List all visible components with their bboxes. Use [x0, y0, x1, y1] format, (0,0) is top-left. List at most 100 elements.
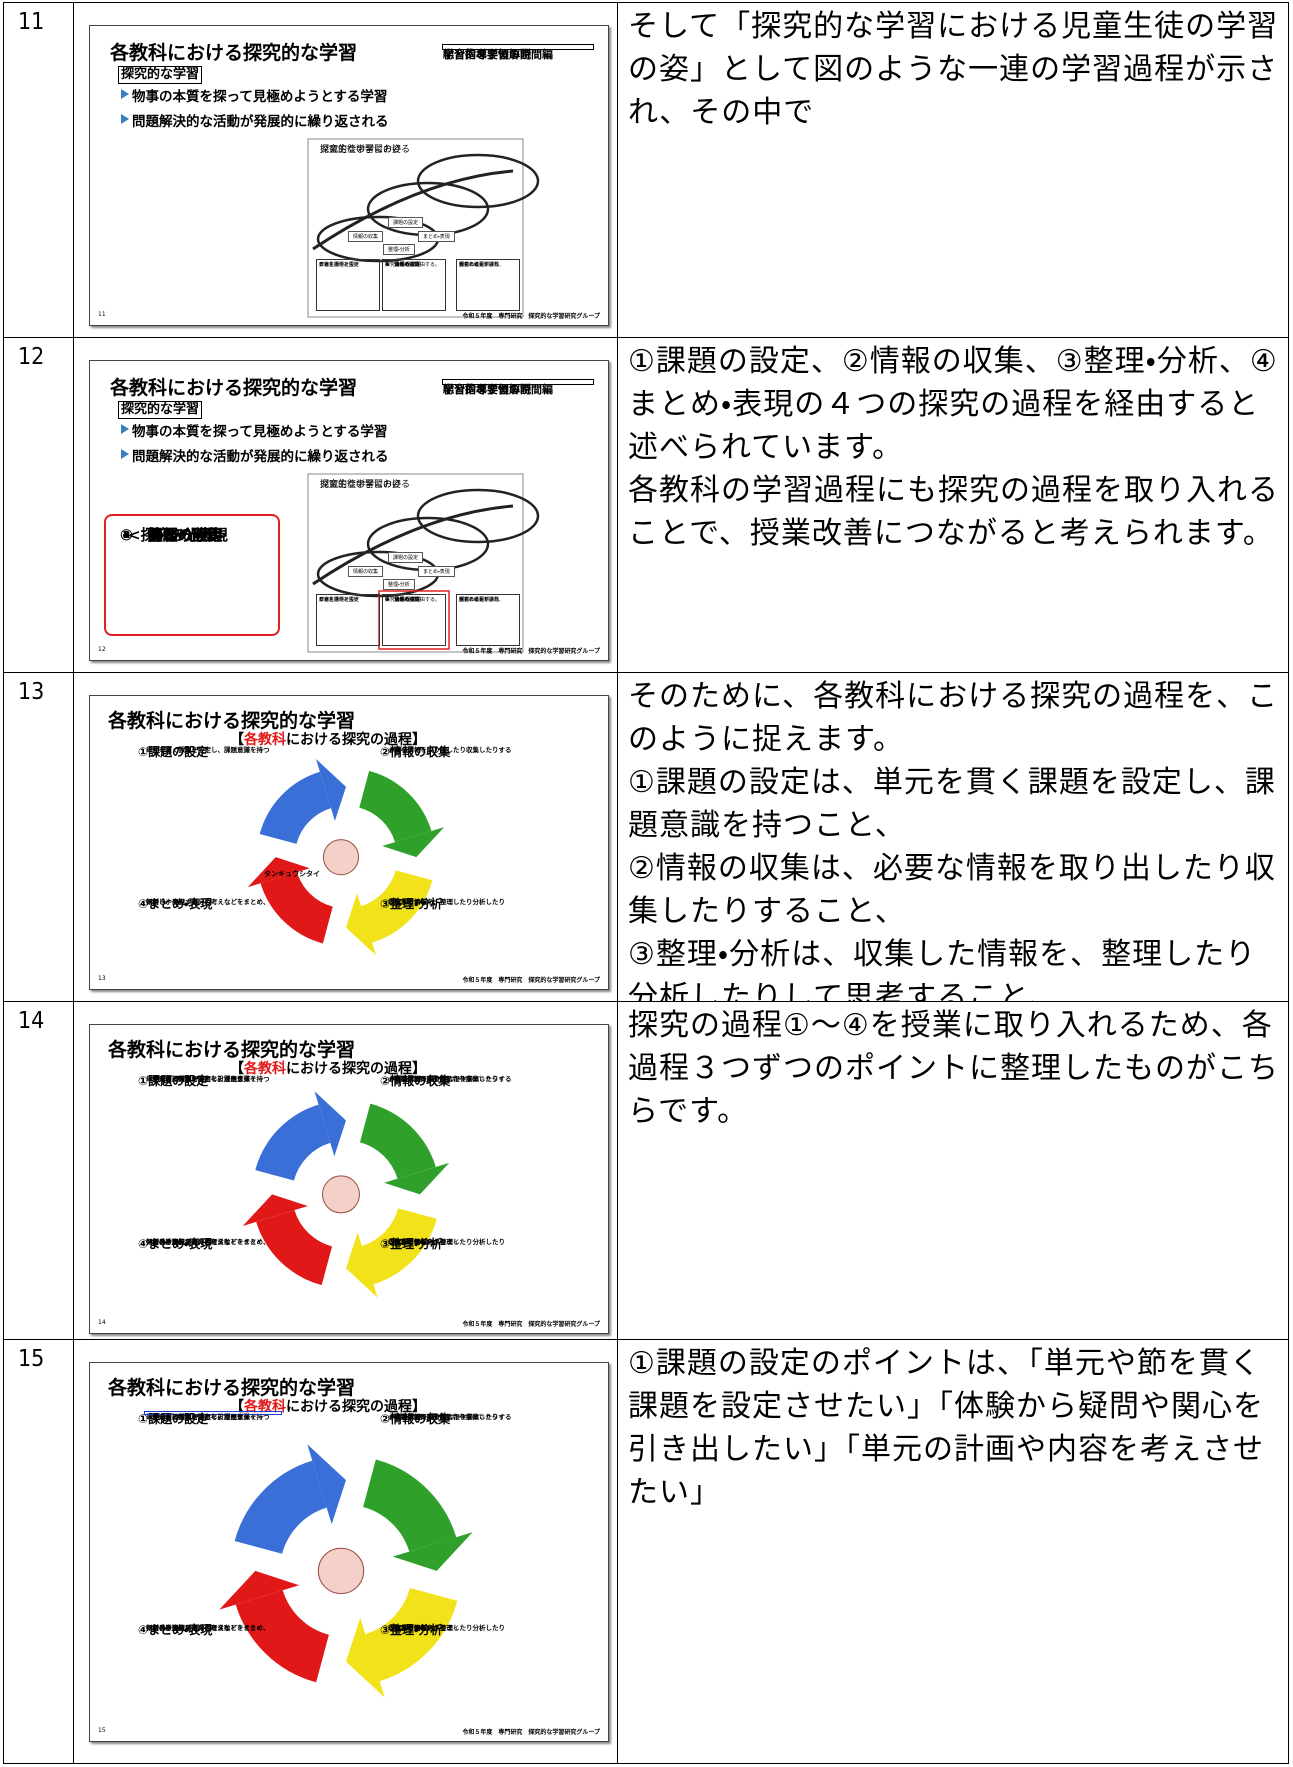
cycle-arrow-head [392, 1532, 473, 1571]
diagram-box-line: 探究の過程が繰り [459, 262, 500, 268]
diagram-box-line: に目を向け、生徒 [319, 262, 359, 268]
quadrant-point: ・相手意識を持った表現活動をさせタイ [150, 1623, 263, 1632]
diagram-box: 日常生活や社会 に目を向け、生徒 が自ら課題を設定 する。 [316, 594, 380, 646]
quadrant-point: ・情報を分析させタイ [392, 1237, 453, 1246]
center-label: タンキュウシタイ [264, 870, 320, 879]
diagram-box-line: ④ まとめ・表現 [385, 262, 422, 268]
narration-cell: そのために、各教科における探究の過程を、このように捉えます。 ①課題の設定は、単元… [618, 673, 1289, 1002]
quadrant-point: ・発表の方法を考えさせタイ [150, 1623, 231, 1632]
number-cell: 11 [4, 3, 74, 338]
narration: ①課題の設定は、単元を貫く課題を設定し、課題意識を持つこと、 [628, 765, 1276, 843]
diagram-label: まとめ・表現 [418, 231, 455, 242]
diagram-box-line: する。 [319, 597, 335, 603]
diagram-box-line: 自らの考えや課題 [459, 262, 500, 268]
diagram-box: 探究の過程を経由する。 ① 課題の設定 ② 情報の収集 ③ 整理・分析 ④ まとめ・表現 [382, 594, 446, 646]
slide-footer: 令和５年度 専門研究 探究的な学習研究グループ [462, 313, 600, 320]
diagram-box: 自らの考えや課題 が新たに更新され、 探究の過程が繰り 返される。 [456, 594, 520, 646]
subtitle-part: 各教科 [244, 732, 286, 748]
subtitle-part: 各教科 [244, 1061, 286, 1077]
quadrant-point: ・課題解決に必要な情報を集めさせタイ [392, 1075, 505, 1083]
diagram-box-line: 探究の過程を経由する。 [385, 262, 441, 268]
diagram-box-line: に目を向け、生徒 [319, 597, 359, 603]
subtitle-part: 各教科 [244, 1399, 286, 1415]
diagram-box-line: が自ら課題を設定 [319, 262, 360, 268]
diagram-box-line: ① 課題の設定 [385, 597, 420, 603]
diagram-label: 情報の収集 [348, 566, 384, 577]
quadrant-point: ・次の課題を見付けさせタイ [150, 1623, 231, 1632]
narration: ③整理・分析は、収集した情報を、整理したり分析したりして思考すること、 [628, 937, 1257, 1002]
slide-subtitle: 【各教科における探究の過程】 [230, 1396, 426, 1416]
quadrant-point: ・単元や節を貫く課題を設定させタイ [150, 1075, 257, 1083]
cycle-arrow [234, 1460, 328, 1555]
diagram-box-line: する。 [319, 262, 335, 268]
page-number: 15 [98, 1727, 106, 1734]
quadrant-point: ・体験から疑問や関心を引き出しタイ [150, 1413, 257, 1421]
diagram-title-line: 児童生徒の学習の姿 [320, 145, 402, 155]
badge-line: 学習指導要領解説 [443, 383, 531, 396]
quadrant-desc: 判断し、表現する [146, 1623, 198, 1632]
slide-subtitle: 【各教科における探究の過程】 [230, 729, 426, 749]
slide-cell: 各教科における探究的な学習 学習指導要領解説 総合的な学習の時間編 探究的な学習 物事の… [74, 338, 618, 673]
number-cell: 14 [4, 1002, 74, 1340]
quadrant-point: ・体験から疑問や関心を引き出しタイ [150, 1075, 257, 1083]
slide-number: 12 [18, 344, 45, 370]
diagram-box: 自らの考えや課題 が新たに更新され、 探究の過程が繰り 返される。 [456, 259, 520, 311]
quadrant-desc: 単元を貫く課題を設定し、課題意識を持つ [146, 746, 270, 754]
cycle-arrow-head [315, 758, 346, 821]
bullet-arrow [121, 424, 129, 434]
process-item: ① 課題の設定 [120, 526, 223, 544]
slide-title: 各教科における探究的な学習 [110, 42, 358, 64]
quadrant-heading: ④まとめ・表現 [138, 1622, 213, 1637]
diagram-box-line: が自ら課題を設定 [319, 597, 360, 603]
process-heading: <探究の過程> [128, 526, 229, 544]
slide-footer: 令和５年度 専門研究 探究的な学習研究グループ [462, 977, 600, 984]
cycle-arrow [259, 771, 332, 845]
cycle-arrow [235, 1589, 330, 1683]
cycle-arrow-head [346, 893, 377, 956]
cycle-arrow [255, 1104, 332, 1182]
narration-cell: ①課題の設定のポイントは、「単元や節を貫く課題を設定させたい」「体験から疑問や関… [618, 1340, 1289, 1764]
quadrant-heading: ②情報の収集 [380, 745, 451, 759]
quadrant-heading: ①課題の設定 [138, 745, 209, 759]
subtitle-part: 【 [230, 732, 244, 748]
quadrant-point: ・情報を分析させタイ [392, 1623, 453, 1632]
number-cell: 13 [4, 673, 74, 1002]
quadrant-heading: ①課題の設定 [138, 1074, 209, 1088]
slide-graphics [219, 1444, 473, 1698]
slide: 各教科における探究的な学習 【各教科における探究の過程】 ①課題の設定 単元を貫く課題… [89, 1024, 609, 1334]
slide-number: 14 [18, 1008, 45, 1034]
character [322, 1175, 360, 1214]
page-number: 12 [98, 646, 106, 653]
diagram-title-line: 児童生徒の学習の姿 [320, 480, 402, 490]
cycle-arrow [359, 1103, 436, 1180]
slide-title: 各教科における探究的な学習 [110, 377, 358, 399]
quadrant-desc: 単元を貫く課題を設定し、課題意識を持つ [146, 1075, 270, 1083]
bullet: 問題解決的な活動が発展的に繰り返される [132, 449, 389, 465]
slide-title: 各教科における探究的な学習 [108, 1377, 356, 1399]
slide-cell: 各教科における探究的な学習 【各教科における探究の過程】 ①課題の設定 単元を貫く課題… [74, 1340, 618, 1764]
diagram-box-line: 探究の過程が繰り [459, 597, 500, 603]
bullet: 物事の本質を探って見極めようとする学習 [132, 424, 388, 440]
diagram-box-line: が新たに更新され、 [459, 597, 505, 603]
quadrant-point: ・相手意識を持った表現活動をさせタイ [150, 1237, 263, 1246]
cycle-arrow [360, 1207, 437, 1285]
bullet-arrow [121, 449, 129, 459]
quadrant-point: ・情報を整理させタイ [392, 1237, 453, 1246]
narration: ①課題の設定のポイントは、「単元や節を貫く課題を設定させたい」「体験から疑問や関… [628, 1346, 1264, 1510]
quadrant-heading: ③整理・分析 [380, 897, 443, 912]
quadrant-desc: 判断し、表現する [146, 1237, 198, 1246]
subtitle-part: 【 [230, 1399, 244, 1415]
quadrant-point: ・知識・技能を身に付けさせタイ [392, 1413, 481, 1421]
quadrant-desc: 気付きや発見、自分の考えなどをまとめ、 [146, 898, 270, 907]
quadrant-desc: 必要な情報を取り出したり収集したりする [388, 746, 512, 754]
diagram-box-line: 探究の過程を経由する。 [385, 597, 441, 603]
quadrant-heading: ④まとめ・表現 [138, 1236, 213, 1251]
diagram-label: 課題の設定 [388, 552, 424, 563]
table-row: 15 各教科における探究的な学習 【各教科における探究の過程】 ①課題の設定 単元を貫く… [4, 1340, 1289, 1764]
quadrant-point: ・知識・技能を身に付けさせタイ [392, 1075, 481, 1083]
cycle-arrow-head [346, 1617, 385, 1698]
slide-footer: 令和５年度 専門研究 探究的な学習研究グループ [462, 1321, 600, 1328]
diagram-box-line: ② 情報の収集 [385, 262, 420, 268]
slide-cell: 各教科における探究的な学習 【各教科における探究の過程】 タンキュウシタイ ①課題の設… [74, 673, 618, 1002]
